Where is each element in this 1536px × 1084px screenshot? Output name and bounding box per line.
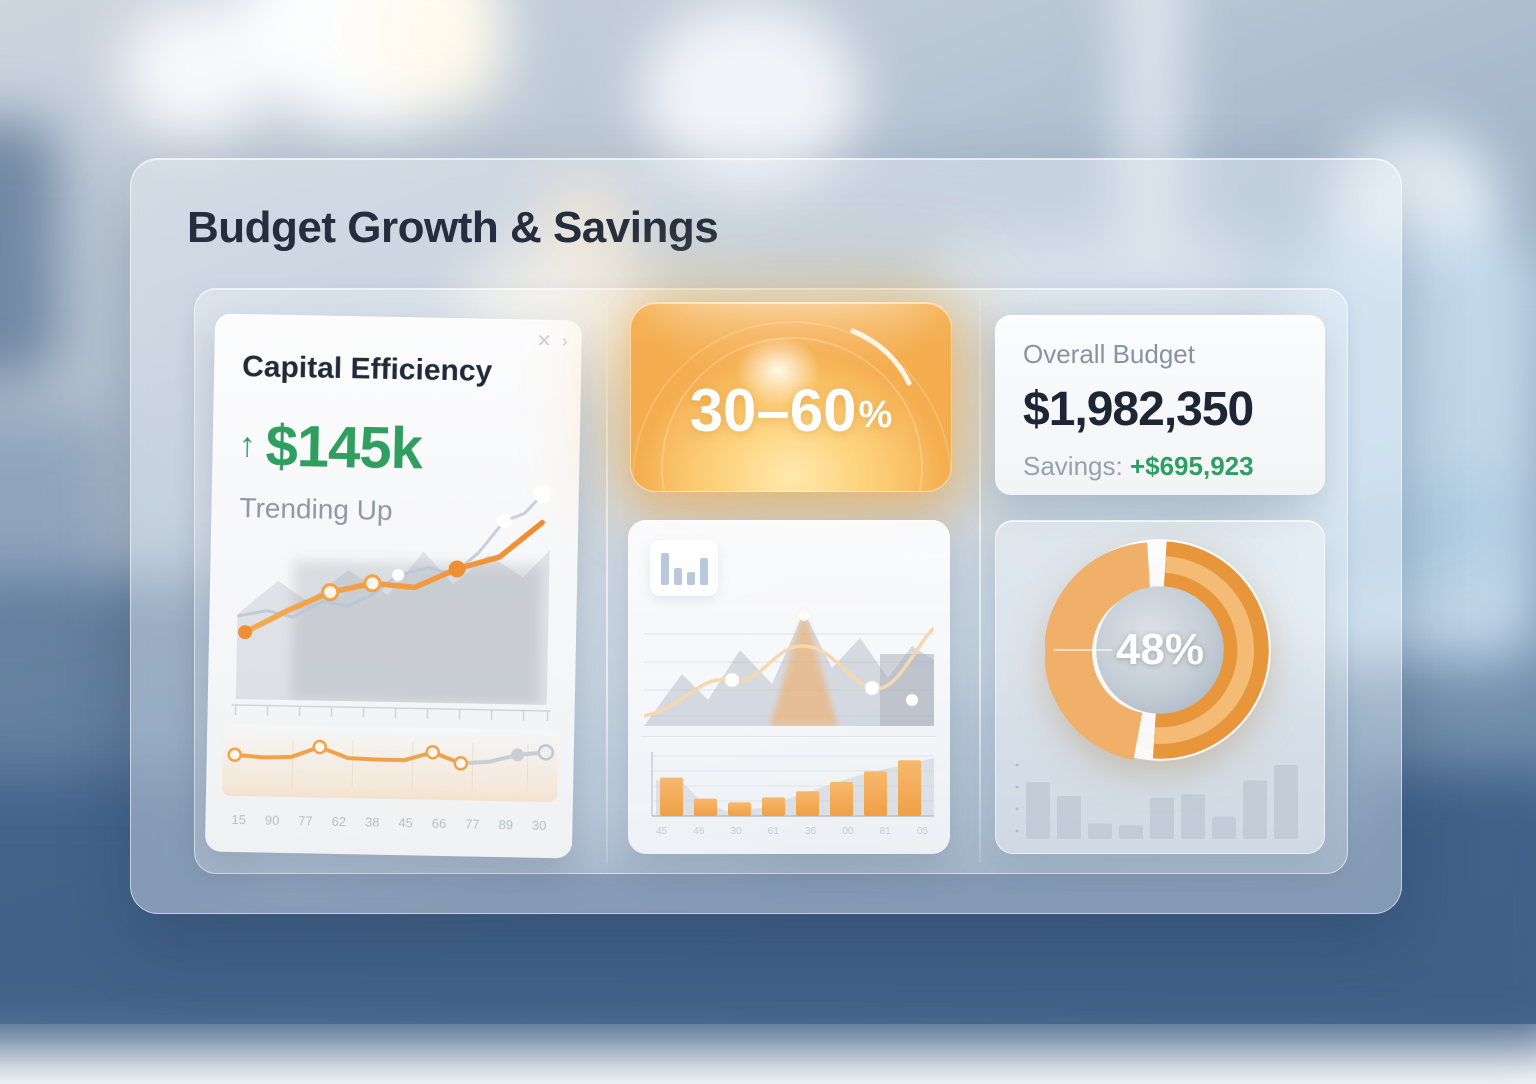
bar bbox=[694, 799, 717, 816]
close-icon[interactable]: ✕ bbox=[536, 332, 551, 350]
savings-range-highlight-card: 30–60 % bbox=[630, 302, 952, 492]
sparkline-label: 77 bbox=[465, 816, 480, 831]
bar bbox=[728, 802, 751, 816]
bar bbox=[864, 771, 887, 816]
bar bbox=[660, 778, 683, 816]
sparkline-label: 62 bbox=[331, 814, 346, 829]
bar bbox=[1274, 765, 1298, 839]
donut-percent-label: 48% bbox=[1116, 625, 1204, 675]
bar-x-label: 61 bbox=[768, 826, 779, 837]
bar bbox=[898, 760, 921, 816]
sparkline-label: 90 bbox=[265, 813, 280, 828]
bar bbox=[1181, 794, 1205, 839]
bar bbox=[830, 782, 853, 816]
savings-label: Savings: bbox=[1023, 451, 1130, 481]
bar-x-label: 36 bbox=[805, 826, 816, 837]
bar bbox=[1026, 782, 1050, 839]
bar bbox=[1212, 817, 1236, 839]
sparkline-label: 66 bbox=[432, 816, 447, 831]
chevron-right-icon[interactable]: › bbox=[562, 332, 568, 350]
equipment-arm bbox=[500, 0, 570, 130]
budget-label: Overall Budget bbox=[1023, 339, 1297, 370]
surgical-light-glow bbox=[120, 0, 270, 140]
curve-dot bbox=[865, 681, 879, 695]
volume-bar-chart bbox=[638, 744, 938, 826]
sparkline-panel bbox=[222, 724, 558, 802]
sparkline-markers bbox=[229, 739, 553, 771]
bar-x-label: 05 bbox=[917, 826, 928, 837]
bar-chart-x-labels: 45 46 30 61 36 00 81 05 bbox=[656, 826, 928, 837]
section-divider bbox=[642, 736, 936, 737]
sparkline-label: 38 bbox=[365, 814, 380, 829]
bar bbox=[1119, 825, 1143, 839]
bar-x-label: 30 bbox=[731, 826, 742, 837]
x-axis-ticks bbox=[227, 702, 554, 724]
sparkline-label: 15 bbox=[231, 812, 246, 827]
bar-x-label: 46 bbox=[693, 826, 704, 837]
curve-dot bbox=[725, 673, 739, 687]
bar bbox=[1088, 824, 1112, 839]
mid-analytics-card: 45 46 30 61 36 00 81 05 bbox=[628, 520, 950, 854]
column-divider bbox=[606, 299, 608, 863]
trend-up-arrow-icon: ↑ bbox=[238, 426, 256, 465]
card-title: Capital Efficiency bbox=[242, 350, 493, 389]
area-chart bbox=[644, 604, 934, 726]
capital-trend-chart bbox=[236, 464, 551, 705]
bar-x-label: 45 bbox=[656, 826, 667, 837]
sparkline-gray bbox=[461, 751, 546, 765]
sparkline-label: 89 bbox=[498, 817, 513, 832]
percent-sign: % bbox=[859, 394, 893, 437]
savings-row: Savings: +$695,923 bbox=[1023, 451, 1297, 482]
bar-x-label: 81 bbox=[880, 826, 891, 837]
budget-donut-card: 48% bbox=[995, 520, 1325, 854]
bar bbox=[762, 797, 785, 816]
savings-amount: +$695,923 bbox=[1130, 451, 1254, 481]
bar bbox=[1243, 781, 1267, 839]
curve-dot bbox=[799, 611, 809, 621]
bar bbox=[796, 791, 819, 816]
chart-shade-block bbox=[291, 560, 542, 705]
curve-dot bbox=[906, 694, 918, 706]
bar bbox=[1150, 798, 1174, 839]
column-divider bbox=[979, 299, 981, 863]
sparkline-label: 77 bbox=[298, 813, 313, 828]
bar bbox=[1057, 796, 1081, 839]
capital-efficiency-card: ✕ › Capital Efficiency ↑ $145k Trending … bbox=[205, 314, 582, 859]
range-number: 30–60 bbox=[690, 376, 857, 445]
monitor-silhouette bbox=[0, 120, 60, 380]
budget-amount: $1,982,350 bbox=[1023, 382, 1297, 437]
page-title: Budget Growth & Savings bbox=[187, 203, 718, 253]
sparkline-label: 45 bbox=[398, 815, 413, 830]
capital-sparkline-chart bbox=[222, 724, 558, 802]
overall-budget-card: Overall Budget $1,982,350 Savings: +$695… bbox=[995, 315, 1325, 495]
bar-x-label: 00 bbox=[842, 826, 853, 837]
savings-range-value: 30–60 % bbox=[631, 303, 951, 491]
mini-bar-chart bbox=[1010, 743, 1310, 843]
gray-bars bbox=[1026, 765, 1298, 839]
bar-chart-icon bbox=[650, 540, 718, 596]
sparkline-labels: 15 90 77 62 38 45 66 77 89 30 bbox=[221, 812, 556, 833]
sparkline-label: 30 bbox=[532, 818, 547, 833]
donut-chart: 48% bbox=[1045, 535, 1275, 765]
